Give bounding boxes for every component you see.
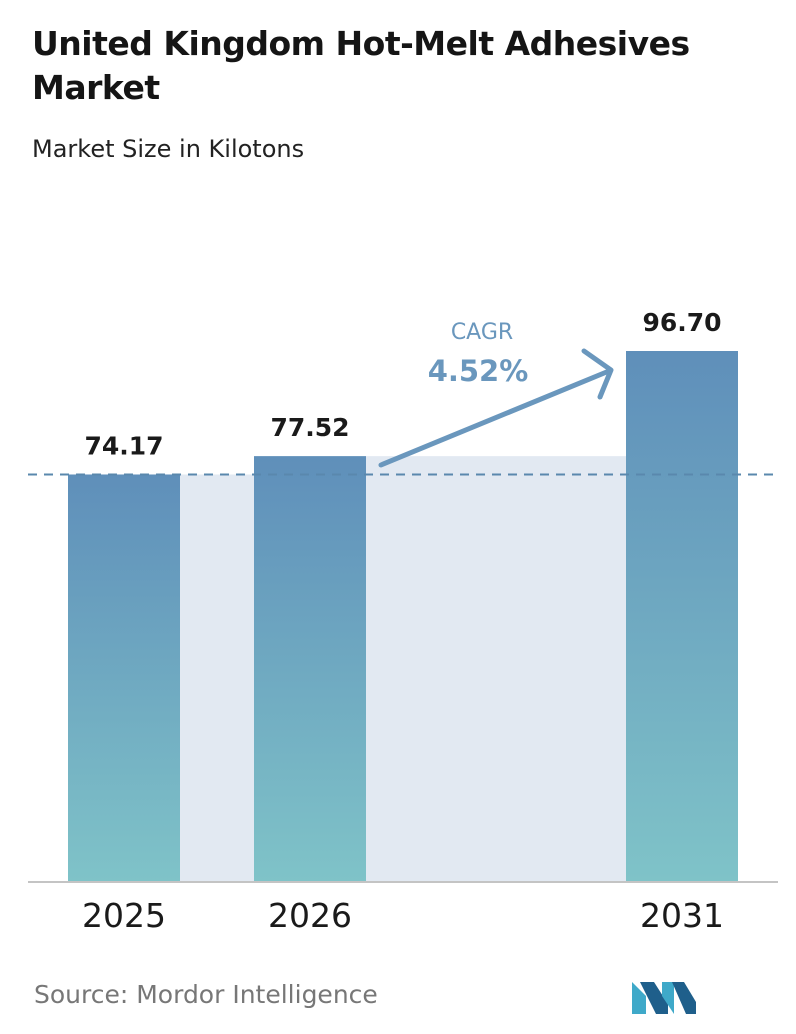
bar-2025: [68, 474, 180, 881]
background-band: [366, 456, 626, 881]
cagr-arrow-head-icon: [581, 348, 614, 400]
cagr-annotation: CAGR 4.52%: [378, 320, 614, 468]
cagr-label: CAGR: [451, 320, 513, 345]
bar-2026: [254, 456, 366, 881]
bar-layer: [68, 351, 738, 881]
x-tick-label-2031: 2031: [640, 896, 724, 935]
source-text: Source: Mordor Intelligence: [34, 980, 378, 1009]
chart-title: United Kingdom Hot-Melt Adhesives Market: [32, 24, 690, 107]
mordor-intelligence-logo-icon: [632, 982, 696, 1014]
background-band: [180, 474, 254, 881]
tick-label-layer: 2025 2026 2031: [82, 896, 724, 935]
value-label-2031: 96.70: [642, 308, 721, 337]
x-tick-label-2026: 2026: [268, 896, 352, 935]
value-label-layer: 74.17 77.52 96.70: [84, 308, 721, 460]
chart-subtitle: Market Size in Kilotons: [32, 135, 305, 163]
x-tick-label-2025: 2025: [82, 896, 166, 935]
cagr-value: 4.52%: [428, 354, 529, 388]
bar-2031: [626, 351, 738, 881]
value-label-2026: 77.52: [270, 413, 349, 442]
value-label-2025: 74.17: [84, 431, 163, 460]
background-band-layer: [180, 456, 626, 881]
cagr-arrow-line: [378, 368, 612, 468]
